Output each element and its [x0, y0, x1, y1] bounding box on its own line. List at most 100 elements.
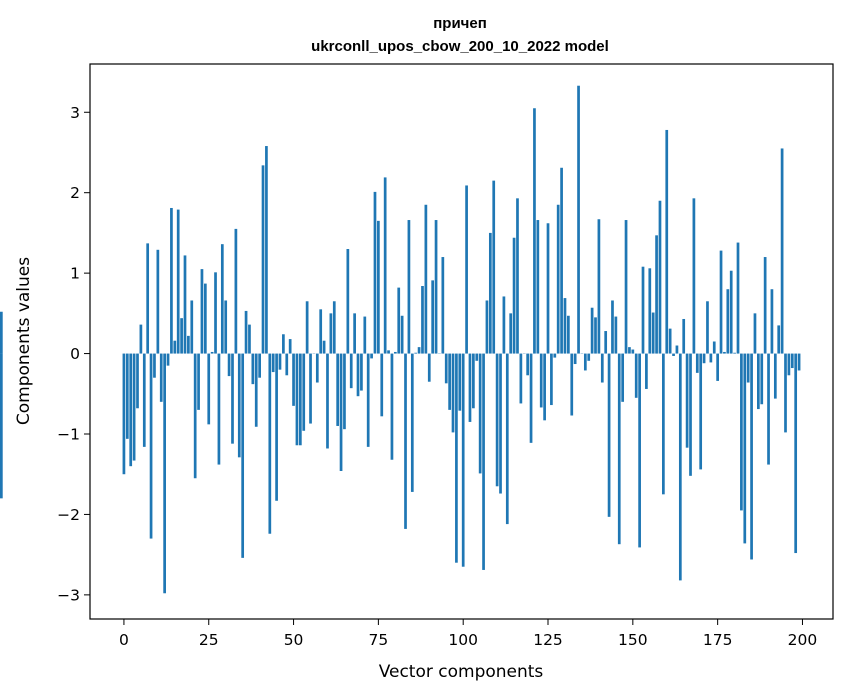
bar-55 [309, 353, 312, 424]
bar-174 [712, 341, 716, 354]
bar-35 [241, 353, 245, 558]
bar-143 [607, 353, 611, 517]
chart-subtitle: ukrconll_upos_cbow_200_10_2022 model [311, 38, 609, 55]
bar-90 [427, 353, 431, 382]
bar-136 [583, 353, 587, 371]
bar-123 [539, 353, 543, 408]
bar-171 [702, 353, 706, 364]
bar-95 [444, 353, 448, 384]
bar-49 [288, 339, 292, 354]
bar-16 [176, 209, 180, 354]
bar-9 [153, 353, 156, 378]
bar-195 [784, 353, 787, 433]
bar-199 [797, 353, 801, 371]
bar-59 [322, 340, 326, 354]
bar-166 [685, 353, 689, 448]
bar-190 [767, 353, 770, 465]
bar-196 [787, 353, 791, 376]
bar-109 [492, 180, 496, 354]
bar-61 [329, 313, 333, 354]
bar-127 [553, 353, 557, 358]
bar-0 [122, 353, 126, 475]
bar-101 [465, 185, 468, 354]
bar-133 [573, 353, 577, 365]
bar-65 [343, 353, 346, 430]
bar-198 [794, 353, 798, 554]
bar-156 [651, 312, 655, 354]
bar-162 [672, 353, 675, 356]
bar-11 [159, 353, 163, 402]
bar-18 [183, 255, 187, 354]
bar-185 [750, 353, 753, 560]
bar-125 [546, 223, 550, 354]
bar-5 [139, 324, 143, 354]
x-tick-label: 0 [119, 631, 129, 649]
bar-189 [763, 257, 767, 354]
bar-124 [543, 353, 546, 421]
bar-27 [214, 272, 217, 354]
y-tick-label: −3 [57, 586, 80, 604]
bar-undefined [0, 311, 3, 354]
bar-188 [760, 353, 764, 405]
bar-17 [180, 318, 183, 354]
x-axis-label: Vector components [379, 662, 544, 682]
bar-33 [234, 228, 238, 354]
bar-187 [757, 353, 760, 410]
x-axis-ticks: 0 25 50 75 100 125 150 175 200 [119, 619, 817, 649]
bar-176 [719, 250, 723, 354]
bar-96 [448, 353, 451, 410]
bar-41 [261, 165, 265, 354]
bar-145 [614, 316, 618, 354]
bar-154 [645, 353, 648, 389]
bar-80 [393, 351, 397, 354]
bar-19 [187, 335, 190, 354]
bar-191 [770, 289, 774, 354]
bar-69 [356, 353, 360, 397]
bar-81 [397, 287, 401, 354]
bar-39 [254, 353, 258, 427]
y-tick-label: 1 [70, 265, 80, 283]
y-tick-label: 3 [70, 104, 80, 122]
bar-57 [315, 353, 319, 383]
bar-74 [373, 191, 377, 354]
x-tick-label: 200 [788, 631, 818, 649]
y-tick-label: 0 [70, 345, 80, 363]
bar-119 [526, 353, 530, 376]
bar-50 [292, 353, 295, 406]
bar-132 [570, 353, 574, 416]
bar-182 [740, 353, 743, 511]
bar-151 [634, 353, 638, 398]
bar-78 [387, 350, 390, 354]
bar-167 [689, 353, 692, 476]
bar-194 [780, 148, 784, 354]
bar-44 [271, 353, 275, 373]
bar-40 [258, 353, 261, 378]
bar-134 [577, 85, 580, 354]
x-tick-label: 75 [369, 631, 389, 649]
bar-12 [163, 353, 166, 594]
x-tick-label: 25 [199, 631, 219, 649]
bar-170 [699, 353, 703, 470]
x-tick-label: 125 [533, 631, 563, 649]
bar-94 [441, 257, 445, 354]
bar-60 [326, 353, 329, 449]
bar-163 [675, 345, 679, 354]
bar-47 [282, 334, 285, 354]
bar-87 [417, 347, 421, 354]
bar-76 [380, 353, 384, 417]
bar-129 [560, 167, 563, 354]
bar-46 [278, 353, 282, 370]
bar-165 [682, 318, 686, 354]
bar-62 [332, 301, 336, 354]
bar-84 [407, 220, 411, 354]
bar-25 [207, 353, 211, 425]
bar-184 [746, 353, 750, 383]
bar-155 [648, 268, 652, 354]
bar-92 [434, 220, 438, 354]
bar-10 [156, 249, 160, 354]
bar-168 [692, 198, 696, 354]
bar-193 [777, 325, 781, 354]
bar-173 [709, 353, 713, 363]
bar-52 [298, 353, 302, 446]
bar-73 [370, 353, 373, 359]
